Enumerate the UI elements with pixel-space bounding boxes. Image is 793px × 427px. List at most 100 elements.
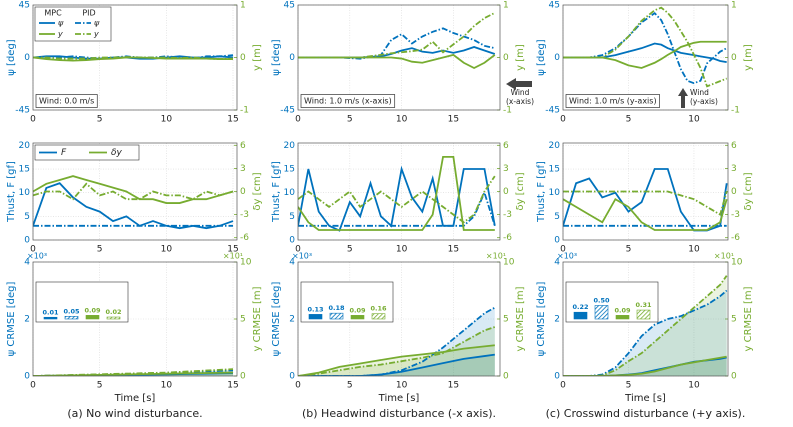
inset-bar — [594, 305, 609, 320]
x-axis-label: Time [s] — [378, 393, 420, 404]
y2-tick-label: 1 — [503, 1, 509, 11]
y-tick-label: 20 — [549, 141, 561, 151]
y2-axis-label: y CRMSE [m] — [515, 286, 526, 351]
y-tick-label: 0 — [24, 372, 30, 382]
inset-bar — [43, 316, 58, 320]
inset-bar — [106, 316, 121, 320]
legend-box — [34, 144, 140, 161]
y2-multiplier: ×10¹ — [486, 252, 506, 261]
wind-label: Wind — [690, 88, 709, 97]
y2-tick-label: 10 — [240, 258, 252, 268]
inset-bar — [615, 315, 630, 320]
y-axis-label: Thust, F [gf] — [271, 161, 282, 223]
y2-tick-label: 5 — [240, 315, 246, 325]
x-tick-label: 15 — [448, 381, 459, 391]
wind-label: (x-axis) — [506, 97, 534, 106]
plot-frame — [32, 142, 238, 241]
inset-value-label: 0.09 — [349, 306, 366, 314]
legend-label: y — [57, 30, 63, 39]
y-tick-label: 15 — [284, 165, 295, 175]
y2-axis-label: y CRMSE [m] — [743, 286, 754, 351]
y2-tick-label: 10 — [731, 258, 743, 268]
y-axis-label: Thust, F [gf] — [6, 161, 17, 223]
x-tick-label: 10 — [161, 115, 173, 125]
y-tick-label: -45 — [545, 106, 560, 116]
line — [298, 190, 496, 227]
x-tick-label: 10 — [161, 245, 173, 255]
y-tick-label: 4 — [554, 258, 560, 268]
plot-marks — [33, 368, 234, 376]
y2-tick-label: 0 — [240, 372, 246, 382]
plot-frame — [562, 4, 729, 111]
y-tick-label: 0 — [24, 236, 30, 246]
x-tick-label: 5 — [626, 381, 632, 391]
line — [298, 175, 496, 224]
x-tick-label: 0 — [295, 381, 301, 391]
x-tick-label: 10 — [688, 381, 700, 391]
caption: (a) No wind disturbance. — [67, 407, 202, 420]
y-tick-label: 10 — [284, 188, 296, 198]
y-tick-label: 4 — [289, 258, 295, 268]
legend-label: y — [93, 30, 99, 39]
y-tick-label: 10 — [549, 188, 561, 198]
x-tick-label: 0 — [560, 381, 566, 391]
area — [563, 356, 727, 376]
y2-tick-label: 5 — [731, 315, 737, 325]
line — [563, 11, 728, 85]
annotation-box — [565, 94, 660, 108]
y2-axis-label: y [m] — [515, 44, 526, 71]
y2-tick-label: 0 — [503, 53, 509, 63]
y-tick-label: 2 — [289, 315, 295, 325]
y-tick-label: 0 — [289, 372, 295, 382]
y2-tick-label: 0 — [503, 187, 509, 197]
legend-label: δy — [111, 148, 123, 158]
inset-value-label: 0.13 — [307, 305, 323, 313]
legend-label: ψ — [58, 19, 64, 28]
annotation-box — [300, 94, 396, 108]
y2-tick-label: 6 — [503, 141, 509, 151]
x-tick-label: 0 — [295, 115, 301, 125]
inset-bar — [350, 315, 365, 320]
y-tick-label: 45 — [284, 1, 295, 11]
x-tick-label: 5 — [626, 115, 632, 125]
y-tick-label: 0 — [289, 53, 295, 63]
x-tick-label: 0 — [560, 115, 566, 125]
line — [563, 190, 728, 216]
line — [33, 175, 234, 204]
y-tick-label: 45 — [19, 1, 30, 11]
y2-axis-label: δy [cm] — [252, 172, 263, 210]
area — [298, 354, 495, 376]
plot-marks — [563, 168, 728, 232]
y-tick-label: 2 — [554, 315, 560, 325]
y-tick-label: 5 — [24, 212, 30, 222]
x-axis-label: Time [s] — [624, 393, 666, 404]
area — [563, 275, 727, 376]
y2-tick-label: -6 — [240, 233, 249, 243]
y-tick-label: 4 — [24, 258, 30, 268]
y2-tick-label: -1 — [240, 106, 249, 116]
y2-tick-label: -3 — [503, 210, 512, 220]
line — [563, 197, 728, 231]
wind-label: (y-axis) — [690, 97, 718, 106]
y-axis-label: Thust, F [gf] — [536, 161, 547, 223]
line — [298, 306, 496, 376]
y-multiplier: ×10³ — [557, 252, 577, 261]
plot-area — [298, 143, 500, 240]
y2-tick-label: 0 — [731, 187, 737, 197]
annotation: Wind: 0.0 m/s — [39, 97, 94, 106]
x-tick-label: 15 — [227, 245, 238, 255]
plot-frame — [297, 261, 501, 377]
y2-tick-label: 0 — [240, 187, 246, 197]
inset-bar — [636, 309, 651, 320]
x-tick-label: 10 — [688, 245, 700, 255]
inset-value-label: 0.09 — [84, 306, 101, 314]
x-tick-label: 10 — [161, 381, 173, 391]
x-tick-label: 5 — [347, 381, 353, 391]
inset-bar — [573, 311, 588, 320]
x-tick-label: 10 — [396, 115, 408, 125]
legend-label: F — [61, 148, 67, 158]
plot-marks — [298, 12, 496, 70]
inset-value-label: 0.02 — [105, 308, 121, 316]
x-tick-label: 0 — [30, 115, 36, 125]
